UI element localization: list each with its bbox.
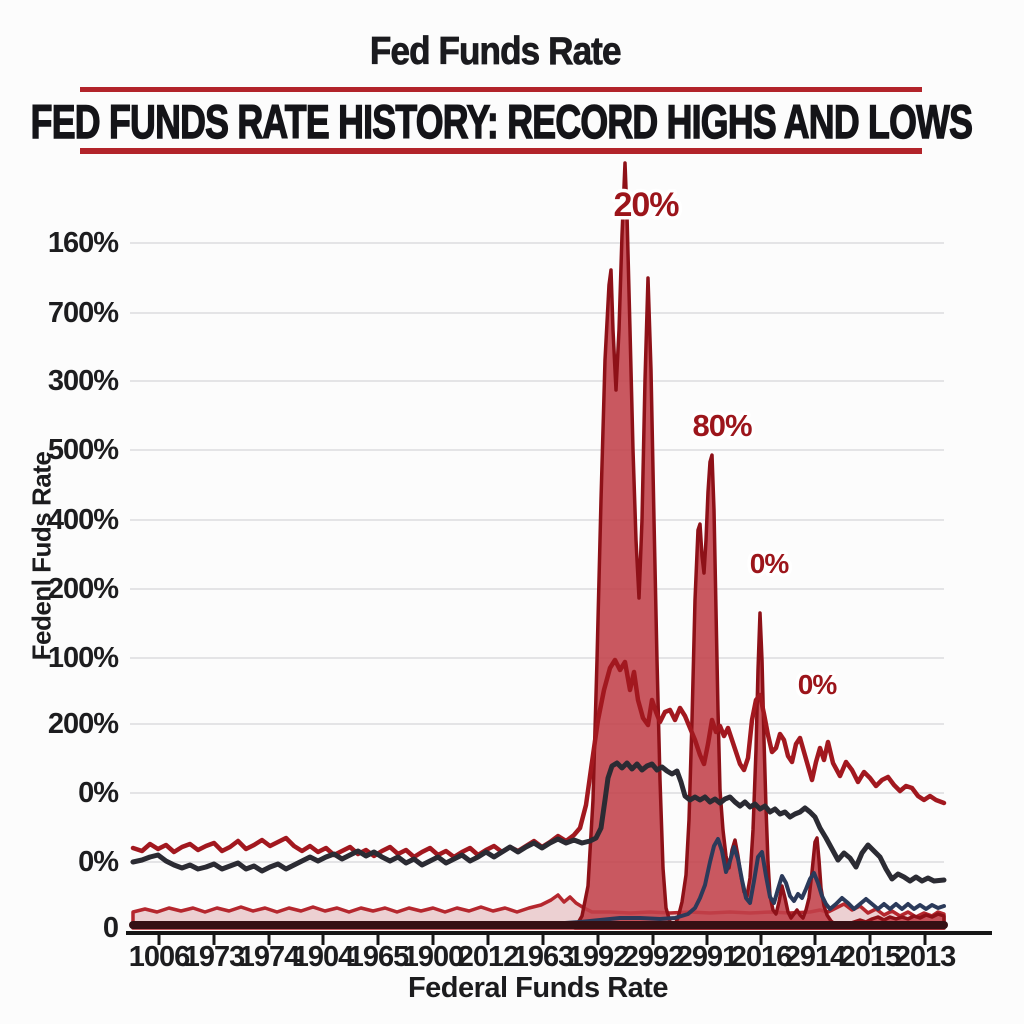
data-label-annotation: 0% (750, 548, 790, 579)
y-tick-label: 0% (78, 846, 119, 878)
data-label-annotation: 0% (798, 669, 838, 700)
y-tick-label: 700% (47, 297, 119, 329)
banner-headline: FED FUNDS RATE HISTORY: RECORD HIGHS AND… (30, 94, 973, 148)
y-tick-label: 300% (47, 365, 119, 397)
series-red-line (130, 657, 947, 860)
banner-rule-bottom (80, 148, 922, 154)
y-tick-label: 200% (47, 708, 119, 740)
x-tick-label: 1974 (238, 941, 301, 973)
x-tick-label: 2012 (457, 941, 520, 973)
x-tick-label: 2991 (676, 941, 739, 973)
x-tick-label: 2015 (839, 941, 902, 973)
y-tick-label: 0 (102, 912, 119, 944)
series-spike-area (573, 161, 946, 930)
x-tick-label: 1992 (567, 941, 630, 973)
y-tick-label: 0% (78, 777, 119, 809)
x-tick-label: 1900 (402, 941, 465, 973)
x-tick-label: 2013 (894, 941, 957, 973)
x-tick-label: 2016 (730, 941, 793, 973)
x-tick-label: 1963 (512, 941, 575, 973)
data-label-annotation: 20% (613, 186, 679, 224)
x-tick-label: 1965 (347, 941, 410, 973)
x-tick-label: 2992 (622, 941, 685, 973)
y-axis-title: Fedenl Fuds Rate (26, 451, 57, 661)
data-label-annotation: 80% (692, 408, 751, 443)
x-tick-label: 1973 (183, 941, 246, 973)
y-tick-label: 200% (47, 573, 119, 605)
y-tick-label: 160% (47, 227, 119, 259)
page-title: Fed Funds Rate (369, 30, 621, 74)
y-tick-label: 500% (47, 434, 119, 466)
x-axis-title: Federal Funds Rate (407, 972, 669, 1004)
y-tick-label: 100% (47, 642, 119, 674)
y-tick-label: 400% (47, 504, 119, 536)
x-tick-label: 2914 (784, 941, 847, 973)
x-tick-label: 1006 (128, 941, 191, 973)
series-black-line (130, 760, 947, 884)
banner-rule-top (80, 87, 922, 92)
x-tick-label: 1904 (292, 941, 355, 973)
